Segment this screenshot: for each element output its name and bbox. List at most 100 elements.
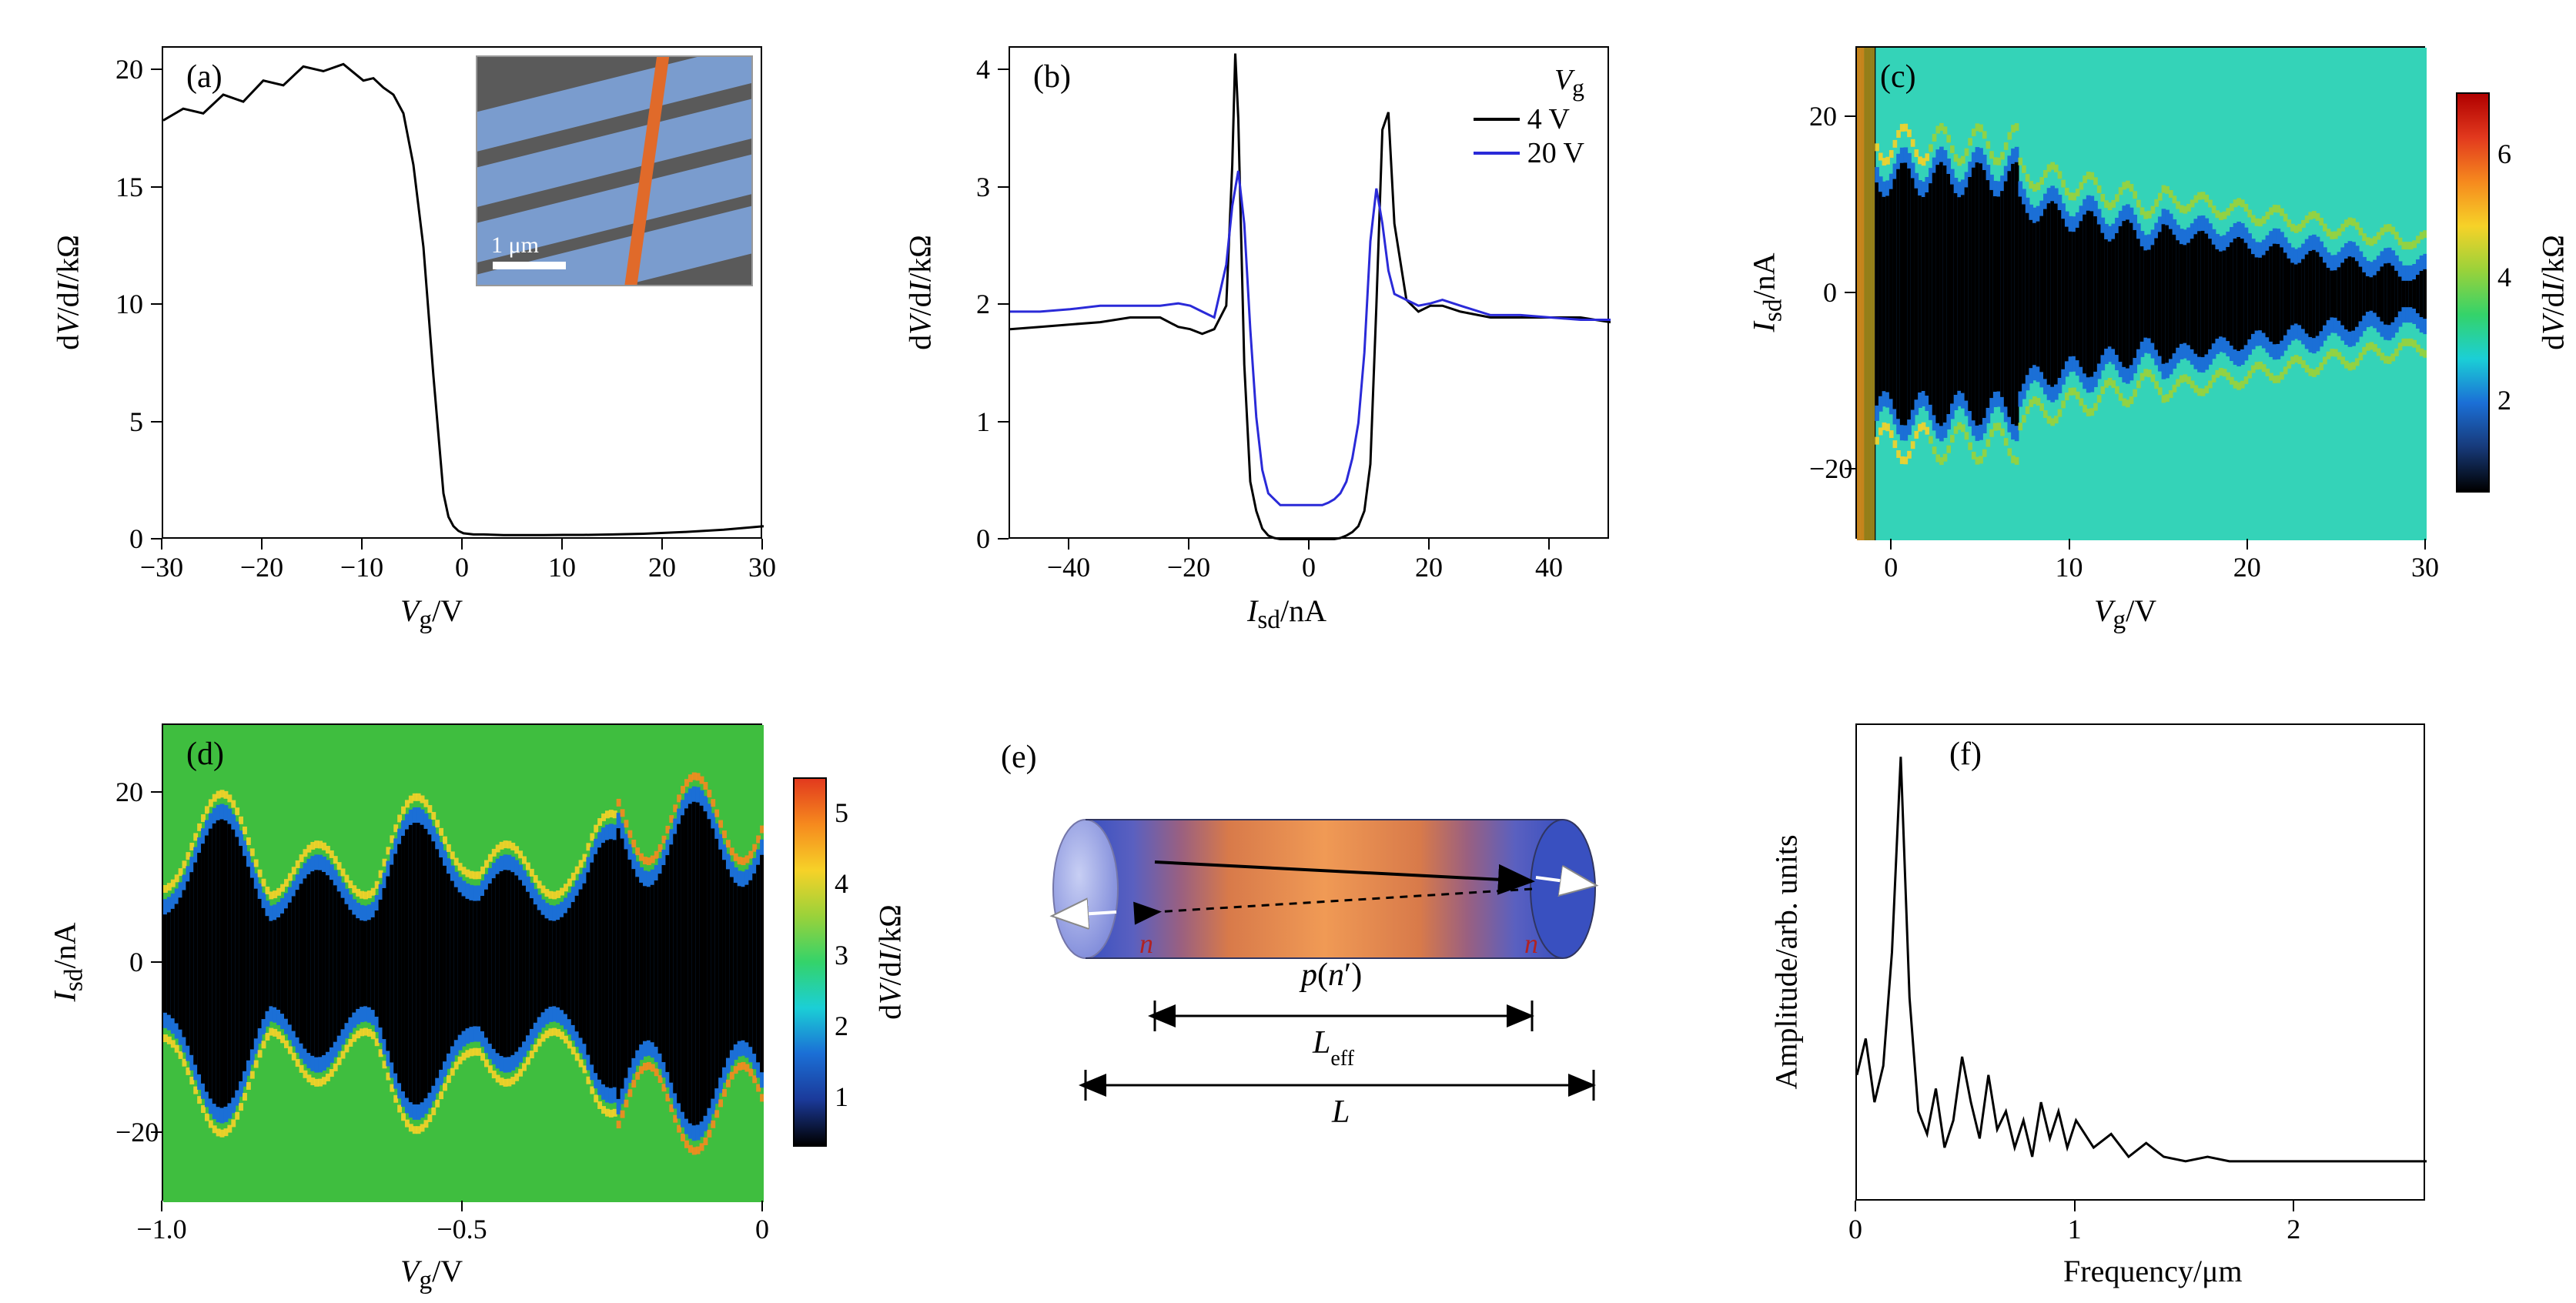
panel-e-left-n: n xyxy=(1139,928,1153,959)
xtick-label: 40 xyxy=(1535,551,1563,583)
ytick-label: 15 xyxy=(115,171,143,203)
xtick-label: −40 xyxy=(1047,551,1090,583)
figure-root: (a) 1 μm −30−20−10010203005101520 Vg/V d… xyxy=(0,0,2576,1303)
panel-f-plot xyxy=(1857,725,2427,1202)
tick-mark xyxy=(998,186,1009,188)
tick-mark xyxy=(1845,292,1855,293)
tick-mark xyxy=(151,68,162,70)
tick-mark xyxy=(2074,1201,2076,1211)
xtick-label: 0 xyxy=(1884,551,1898,583)
tick-mark xyxy=(151,538,162,540)
ytick-label: −20 xyxy=(115,1116,159,1148)
tick-mark xyxy=(151,303,162,305)
colorbar-tick: 2 xyxy=(2497,384,2511,416)
panel-e-center-label: p(n′) xyxy=(1299,957,1362,993)
tick-mark xyxy=(998,303,1009,305)
colorbar-tick: 4 xyxy=(2497,261,2511,293)
ytick-label: 20 xyxy=(115,53,143,85)
colorbar-tick: 5 xyxy=(835,797,848,829)
tick-mark xyxy=(998,421,1009,423)
panel-a-letter: (a) xyxy=(186,58,222,95)
panel-d-xlabel: Vg/V xyxy=(400,1253,463,1295)
colorbar-tick: 3 xyxy=(835,939,848,971)
tick-mark xyxy=(151,186,162,188)
tick-mark xyxy=(161,1201,162,1211)
panel-b-xlabel: Isd/nA xyxy=(1247,593,1326,635)
panel-e-l-label: L xyxy=(1331,1094,1350,1130)
tick-mark xyxy=(998,68,1009,70)
legend-entry: 4 V xyxy=(1474,102,1584,136)
ytick-label: 4 xyxy=(976,53,990,85)
panel-d-colorbar xyxy=(793,777,827,1147)
panel-c: (c) xyxy=(1855,46,2425,539)
xtick-label: 0 xyxy=(1848,1213,1862,1245)
ytick-label: 0 xyxy=(1823,276,1837,309)
xtick-label: 1 xyxy=(2068,1213,2082,1245)
xtick-label: 20 xyxy=(648,551,676,583)
panel-b-ylabel: dV/dI/kΩ xyxy=(902,235,938,350)
panel-d-colorbar-label: dV/dI/kΩ xyxy=(872,904,908,1020)
panel-c-xlabel: Vg/V xyxy=(2094,593,2156,635)
tick-mark xyxy=(2069,539,2070,550)
xtick-label: 2 xyxy=(2287,1213,2300,1245)
panel-b-legend: Vg 4 V20 V xyxy=(1474,63,1584,170)
ytick-label: 2 xyxy=(976,288,990,320)
xtick-label: 20 xyxy=(1415,551,1443,583)
xtick-label: −1.0 xyxy=(136,1213,186,1245)
tick-mark xyxy=(998,538,1009,540)
ytick-label: 5 xyxy=(129,406,143,438)
tick-mark xyxy=(1845,115,1855,117)
panel-e-leff-label: Leff xyxy=(1312,1025,1355,1071)
ytick-label: 1 xyxy=(976,406,990,438)
colorbar-tick: 1 xyxy=(835,1081,848,1113)
panel-a: (a) 1 μm xyxy=(162,46,762,539)
tick-mark xyxy=(761,1201,763,1211)
panel-c-heatmap xyxy=(1857,48,2427,540)
panel-d-ylabel: Isd/nA xyxy=(47,923,89,1002)
colorbar-tick: 2 xyxy=(835,1010,848,1042)
xtick-label: −20 xyxy=(240,551,283,583)
xtick-label: −30 xyxy=(140,551,183,583)
tick-mark xyxy=(561,539,563,550)
panel-f-xlabel: Frequency/μm xyxy=(2063,1253,2243,1289)
xtick-label: −0.5 xyxy=(437,1213,487,1245)
xtick-label: 0 xyxy=(1302,551,1316,583)
colorbar-tick: 6 xyxy=(2497,138,2511,170)
tick-mark xyxy=(461,1201,463,1211)
panel-c-letter: (c) xyxy=(1880,58,1916,95)
tick-mark xyxy=(1855,1201,1856,1211)
panel-a-xlabel: Vg/V xyxy=(400,593,463,635)
inset-scalebar xyxy=(493,262,566,269)
xtick-label: 0 xyxy=(755,1213,769,1245)
xtick-label: −20 xyxy=(1167,551,1210,583)
tick-mark xyxy=(761,539,763,550)
ytick-label: 0 xyxy=(129,946,143,978)
panel-b: (b) Vg 4 V20 V xyxy=(1009,46,1609,539)
tick-mark xyxy=(1428,539,1430,550)
panel-a-ylabel: dV/dI/kΩ xyxy=(50,235,86,350)
xtick-label: 20 xyxy=(2233,551,2261,583)
xtick-label: 10 xyxy=(548,551,576,583)
panel-d-heatmap xyxy=(163,725,764,1202)
xtick-label: 30 xyxy=(2411,551,2439,583)
tick-mark xyxy=(361,539,363,550)
ytick-label: 0 xyxy=(129,523,143,555)
tick-mark xyxy=(2246,539,2248,550)
panel-c-colorbar xyxy=(2456,92,2490,493)
tick-mark xyxy=(1890,539,1892,550)
panel-b-letter: (b) xyxy=(1033,58,1071,95)
panel-f-ylabel: Amplitude/arb. units xyxy=(1768,834,1805,1089)
panel-c-ylabel: Isd/nA xyxy=(1746,253,1788,332)
panel-d: (d) xyxy=(162,723,762,1201)
tick-mark xyxy=(661,539,663,550)
panel-e-diagram: n n p(n′) Leff L xyxy=(962,739,1655,1201)
tick-mark xyxy=(461,539,463,550)
tick-mark xyxy=(1188,539,1189,550)
tick-mark xyxy=(151,961,162,963)
ytick-label: 3 xyxy=(976,171,990,203)
ytick-label: 20 xyxy=(1809,100,1837,132)
panel-f-letter: (f) xyxy=(1949,736,1982,773)
panel-e: (e) xyxy=(962,739,1655,1201)
panel-c-colorbar-label: dV/dI/kΩ xyxy=(2535,235,2571,350)
tick-mark xyxy=(1068,539,1069,550)
